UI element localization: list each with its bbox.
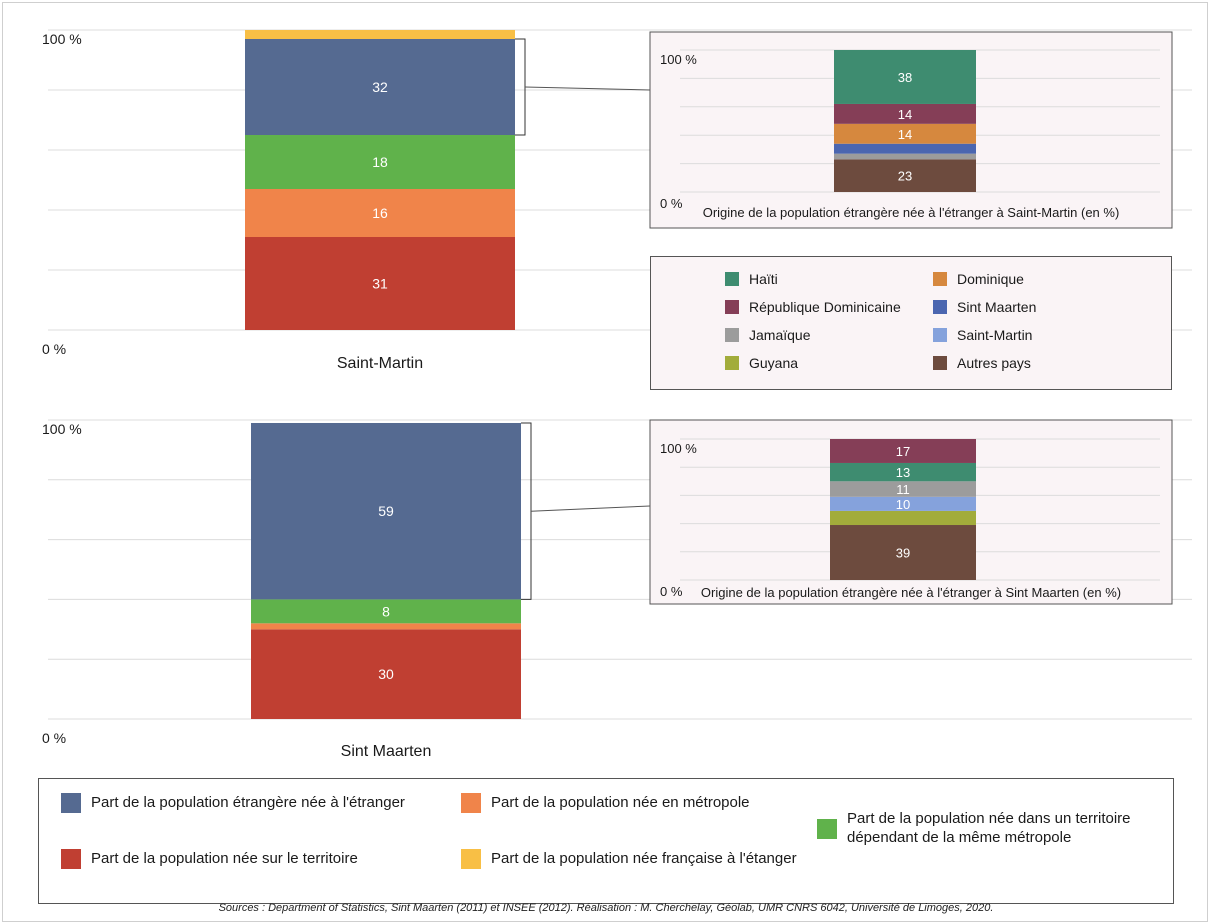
inset-legend-label: Guyana <box>749 355 799 371</box>
main-legend-item: Part de la population née sur le territo… <box>61 849 451 869</box>
main-legend-swatch <box>61 849 81 869</box>
data-label: 16 <box>372 205 388 221</box>
main-legend-swatch <box>61 793 81 813</box>
bar-segment <box>830 525 976 580</box>
bar-segment <box>834 159 976 192</box>
bar-segment <box>245 135 515 189</box>
bar-segment <box>834 143 976 154</box>
main-legend-item: Part de la population née en métropole <box>461 793 801 813</box>
main-legend-swatch <box>461 793 481 813</box>
main-legend-label: Part de la population née française à l'… <box>491 850 797 867</box>
y-tick-label: 100 % <box>660 52 697 67</box>
bar-segment <box>245 30 515 39</box>
inset-legend-item: République Dominicaine <box>725 299 901 315</box>
inset-legend-item: Saint-Martin <box>933 327 1032 343</box>
bar-segment <box>834 153 976 160</box>
bar-segment <box>251 422 521 600</box>
main-legend-swatch <box>461 849 481 869</box>
inset-legend-item: Guyana <box>725 355 798 371</box>
data-label: 38 <box>898 70 912 85</box>
data-label: 17 <box>896 444 910 459</box>
y-tick-label: 100 % <box>42 421 82 437</box>
inset-legend-item: Autres pays <box>933 355 1031 371</box>
source-note: Sources : Department of Statistics, Sint… <box>218 902 994 914</box>
inset-legend-item: Sint Maarten <box>933 299 1036 315</box>
bar-segment <box>830 439 976 463</box>
data-label: 10 <box>896 497 910 512</box>
bar-segment <box>834 103 976 124</box>
bar-segment <box>251 629 521 719</box>
bracket <box>515 38 526 136</box>
bar-segment <box>251 623 521 630</box>
bracket <box>521 422 532 600</box>
inset-legend-swatch <box>933 300 947 314</box>
inset-legend-label: Saint-Martin <box>957 327 1033 343</box>
bar-segment <box>245 189 515 237</box>
bar-segment <box>830 481 976 497</box>
inset-legend-label: Dominique <box>957 271 1024 287</box>
inset-legend-swatch <box>933 356 947 370</box>
y-tick-label: 0 % <box>42 730 66 746</box>
inset-caption: Origine de la population étrangère née à… <box>701 585 1121 600</box>
category-label: Sint Maarten <box>341 743 432 760</box>
bar-segment <box>830 462 976 482</box>
inset-legend-swatch <box>725 272 739 286</box>
inset-legend-item: Haïti <box>725 271 778 287</box>
bar-segment <box>830 496 976 511</box>
y-tick-label: 100 % <box>660 441 697 456</box>
data-label: 14 <box>898 127 912 142</box>
bar-segment <box>245 39 515 135</box>
bar-segment <box>834 50 976 104</box>
data-label: 18 <box>372 154 388 170</box>
inset-legend-swatch <box>933 272 947 286</box>
data-label: 30 <box>378 666 394 682</box>
inset-legend-label: Jamaïque <box>749 327 811 343</box>
main-legend-label: Part de la population née en métropole <box>491 794 750 811</box>
category-label: Saint-Martin <box>337 355 423 372</box>
inset-legend-label: Sint Maarten <box>957 299 1037 315</box>
data-label: 39 <box>896 546 910 561</box>
connector-line <box>530 505 651 512</box>
main-legend-item: Part de la population née dans un territ… <box>817 809 1157 847</box>
main-legend: Part de la population étrangère née à l'… <box>38 778 1174 904</box>
data-label: 32 <box>372 79 388 95</box>
data-label: 11 <box>896 482 910 497</box>
main-legend-label: Part de la population étrangère née à l'… <box>91 794 405 811</box>
connector-line <box>524 86 651 91</box>
bar-segment <box>834 123 976 144</box>
y-tick-label: 0 % <box>660 584 683 599</box>
inset-legend-item: Jamaïque <box>725 327 810 343</box>
inset-legend-swatch <box>725 328 739 342</box>
data-label: 14 <box>898 107 912 122</box>
inset-legend-label: Haïti <box>749 271 778 287</box>
bar-segment <box>830 510 976 526</box>
main-legend-swatch <box>817 819 837 839</box>
inset-legend: Haïti Dominique République Dominicaine S… <box>650 256 1172 390</box>
data-label: 23 <box>898 169 912 184</box>
inset-legend-label: Autres pays <box>957 355 1031 371</box>
data-label: 31 <box>372 276 388 292</box>
bar-segment <box>245 237 515 330</box>
main-legend-item: Part de la population née française à l'… <box>461 849 821 869</box>
inset-caption: Origine de la population étrangère née à… <box>703 205 1120 220</box>
data-label: 59 <box>378 503 394 519</box>
inset-legend-swatch <box>725 300 739 314</box>
y-tick-label: 0 % <box>42 341 66 357</box>
bar-segment <box>251 599 521 624</box>
inset-legend-swatch <box>725 356 739 370</box>
y-tick-label: 100 % <box>42 31 82 47</box>
data-label: 8 <box>382 603 390 619</box>
main-legend-label: Part de la population née sur le territo… <box>91 850 358 867</box>
main-legend-label: Part de la population née dans un territ… <box>847 810 1131 846</box>
data-label: 13 <box>896 465 910 480</box>
main-legend-item: Part de la population étrangère née à l'… <box>61 793 451 813</box>
inset-legend-swatch <box>933 328 947 342</box>
inset-legend-item: Dominique <box>933 271 1024 287</box>
y-tick-label: 0 % <box>660 196 683 211</box>
inset-legend-label: République Dominicaine <box>749 299 901 315</box>
